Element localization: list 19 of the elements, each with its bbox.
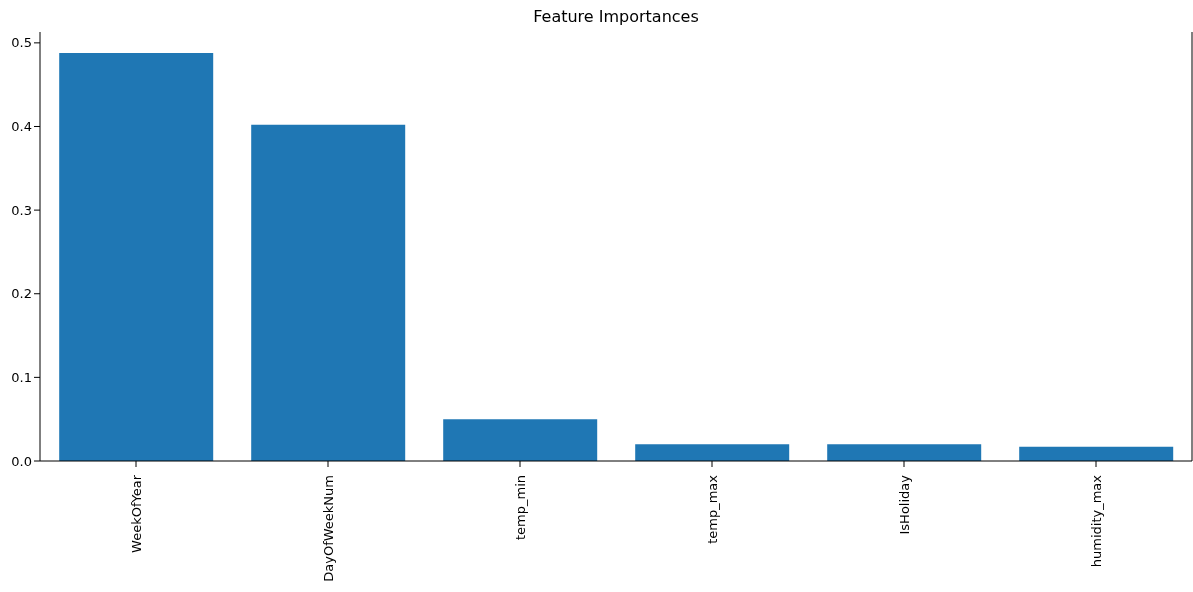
bar <box>635 444 790 461</box>
chart-title: Feature Importances <box>532 7 700 26</box>
x-tick-label: temp_min <box>512 475 528 541</box>
x-tick-label: DayOfWeekNum <box>320 475 336 582</box>
bar <box>1019 446 1174 461</box>
x-tick-label: WeekOfYear <box>128 474 144 553</box>
x-tick-label: humidity_max <box>1088 474 1104 568</box>
y-tick-label: 0.1 <box>11 369 32 385</box>
y-tick-label: 0.0 <box>11 453 32 469</box>
bar <box>59 52 214 461</box>
y-tick-label: 0.5 <box>11 35 32 51</box>
y-tick-label: 0.4 <box>11 119 32 135</box>
x-tick-label: IsHoliday <box>896 474 912 535</box>
bar <box>827 444 982 461</box>
bar <box>251 124 406 461</box>
x-tick-label: temp_max <box>704 474 720 544</box>
y-tick-label: 0.3 <box>11 202 32 218</box>
bar <box>443 419 598 461</box>
y-tick-label: 0.2 <box>11 286 32 302</box>
